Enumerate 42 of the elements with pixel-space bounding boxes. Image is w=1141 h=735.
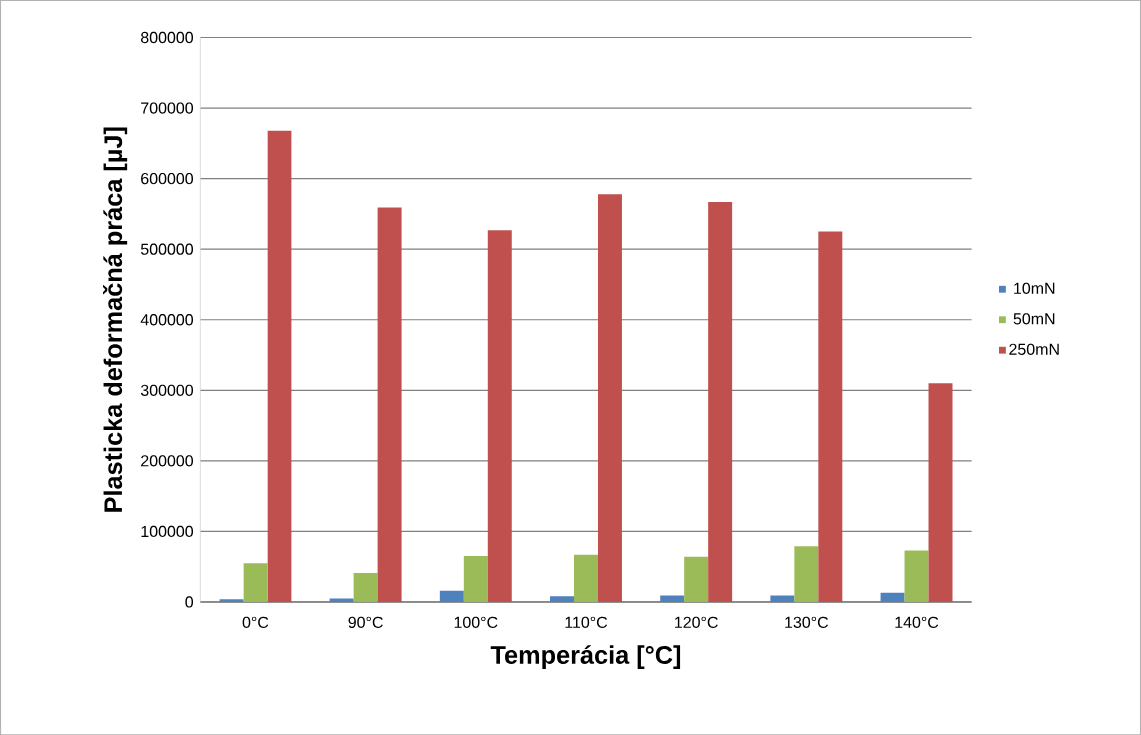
y-tick-label: 600000 — [141, 172, 194, 185]
bar — [353, 572, 378, 602]
bar — [880, 592, 905, 602]
bar — [439, 590, 464, 602]
bar — [660, 595, 685, 602]
legend-label: 10mN — [1014, 282, 1055, 294]
y-tick-label: 300000 — [140, 384, 194, 396]
bar — [708, 201, 733, 602]
bar — [219, 598, 244, 602]
bar — [770, 595, 795, 602]
bar — [463, 555, 488, 602]
bar — [794, 546, 819, 602]
legend-label: 50mN — [1013, 312, 1055, 325]
legend-label: 250mN — [1009, 343, 1059, 355]
bar — [597, 193, 622, 602]
x-tick-label: 0°C — [242, 616, 269, 628]
bar — [928, 383, 953, 602]
bar — [267, 130, 292, 602]
y-tick-label: 200000 — [141, 455, 194, 467]
bar — [684, 556, 709, 602]
y-tick-label: 700000 — [141, 102, 194, 114]
bar — [550, 596, 574, 602]
x-tick-label: 130°C — [785, 616, 829, 628]
bar — [377, 207, 402, 602]
bar — [243, 562, 268, 602]
x-axis-title: Temperácia [°C] — [490, 644, 681, 669]
x-tick-label: 140°C — [895, 616, 939, 628]
y-tick-label: 0 — [185, 596, 194, 608]
bar — [487, 229, 512, 602]
y-tick-label: 500000 — [140, 243, 194, 255]
bar — [329, 598, 354, 602]
y-axis-title: Plasticka deformačná práca [µJ] — [103, 127, 128, 512]
y-tick-label: 100000 — [141, 525, 194, 537]
x-tick-label: 100°C — [454, 616, 498, 628]
bar — [818, 231, 843, 602]
bar — [574, 554, 598, 602]
y-tick-label: 800000 — [141, 31, 194, 43]
y-tick-label: 400000 — [140, 313, 194, 326]
x-tick-label: 110°C — [565, 616, 608, 628]
bar — [904, 550, 929, 602]
x-tick-label: 120°C — [675, 616, 718, 628]
x-tick-label: 90°C — [348, 616, 383, 628]
